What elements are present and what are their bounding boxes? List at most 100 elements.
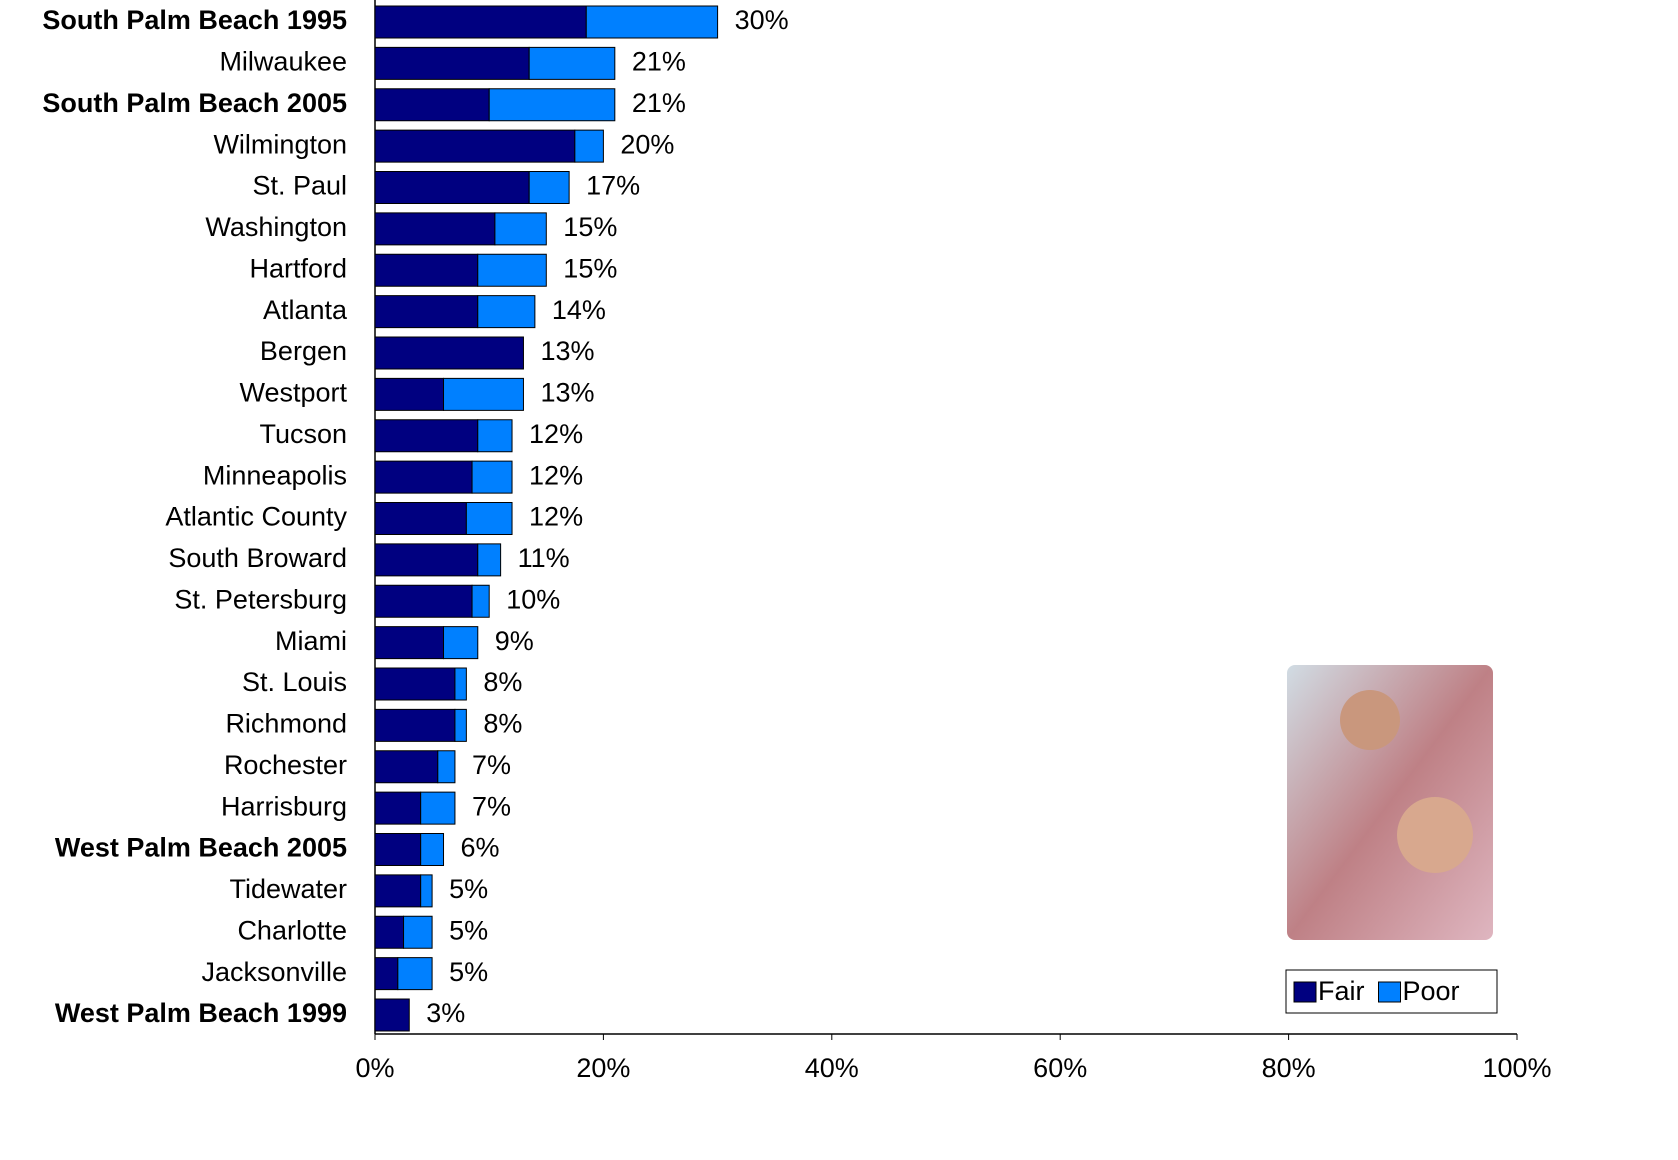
- bar-segment: [528, 171, 570, 204]
- x-tick-label: 40%: [805, 1053, 859, 1083]
- bar-segment: [528, 46, 616, 80]
- y-tick-label: Miami: [275, 626, 347, 656]
- legend-label: Fair: [1318, 976, 1365, 1006]
- bar-segment: [374, 88, 490, 122]
- y-tick-label: Wilmington: [213, 129, 347, 159]
- bar-segment: [374, 791, 422, 825]
- total-label: 14%: [552, 295, 606, 325]
- total-label: 5%: [449, 915, 488, 945]
- y-tick-label: West Palm Beach 2005: [55, 833, 347, 863]
- total-label: 17%: [586, 171, 640, 201]
- bar-segment: [374, 336, 524, 370]
- total-label: 7%: [472, 750, 511, 780]
- total-label: 3%: [426, 998, 465, 1028]
- y-tick-label: Richmond: [225, 709, 347, 739]
- bar-segment: [374, 212, 496, 246]
- y-tick-label: Westport: [239, 378, 347, 408]
- bar-segment: [574, 129, 604, 163]
- bar-segment: [374, 419, 479, 453]
- y-tick-label: West Palm Beach 1999: [55, 998, 347, 1028]
- bar-segment: [374, 46, 530, 80]
- x-tick-label: 60%: [1033, 1053, 1087, 1083]
- total-label: 8%: [483, 709, 522, 739]
- total-label: 15%: [563, 253, 617, 283]
- total-label: 10%: [506, 584, 560, 614]
- y-tick-label: Rochester: [224, 750, 347, 780]
- bar-segment: [374, 460, 473, 494]
- bar-segment: [374, 874, 422, 908]
- y-tick-label: Hartford: [249, 253, 347, 283]
- bar-segment: [420, 791, 456, 825]
- bar-segment: [374, 626, 445, 660]
- total-label: 7%: [472, 791, 511, 821]
- total-label: 12%: [529, 460, 583, 490]
- y-tick-label: Atlanta: [263, 295, 348, 325]
- bar-segment: [585, 5, 719, 39]
- bar-segment: [465, 502, 513, 535]
- y-tick-label: St. Louis: [242, 667, 347, 697]
- bar-segment: [477, 543, 502, 577]
- bar-segment: [488, 88, 616, 122]
- total-label: 21%: [632, 88, 686, 118]
- y-tick-label: South Broward: [168, 543, 347, 573]
- bar-segment: [374, 543, 479, 577]
- bar-segment: [403, 915, 433, 949]
- bar-segment: [471, 460, 513, 494]
- bar-segment: [374, 750, 439, 784]
- y-tick-label: Minneapolis: [203, 460, 347, 490]
- bar-segment: [437, 750, 456, 784]
- bar-segment: [443, 377, 524, 411]
- bar-segment: [477, 253, 547, 287]
- total-label: 13%: [540, 378, 594, 408]
- y-tick-label: Harrisburg: [221, 791, 347, 821]
- x-tick-label: 20%: [576, 1053, 630, 1083]
- total-label: 30%: [735, 5, 789, 35]
- y-tick-label: Bergen: [260, 336, 347, 366]
- bar-segment: [374, 584, 473, 618]
- bar-segment: [454, 708, 467, 742]
- total-label: 8%: [483, 667, 522, 697]
- y-tick-label: Washington: [205, 212, 347, 242]
- bar-segment: [374, 957, 399, 991]
- bar-segment: [374, 129, 576, 163]
- bar-segment: [477, 295, 536, 329]
- y-tick-label: Milwaukee: [219, 47, 347, 77]
- legend-swatch: [1378, 981, 1401, 1003]
- bar-segment: [374, 171, 530, 204]
- bar-segment: [374, 667, 456, 701]
- bar-segment: [374, 708, 456, 742]
- legend-label: Poor: [1403, 976, 1460, 1006]
- y-tick-label: St. Petersburg: [174, 584, 347, 614]
- bar-segment: [374, 833, 422, 866]
- bar-segment: [374, 998, 410, 1032]
- y-tick-label: Jacksonville: [201, 957, 347, 987]
- total-label: 13%: [540, 336, 594, 366]
- x-tick-label: 80%: [1262, 1053, 1316, 1083]
- bar-segment: [374, 295, 479, 329]
- bar-segment: [397, 957, 433, 991]
- x-tick-label: 0%: [355, 1053, 394, 1083]
- y-tick-label: Tucson: [259, 419, 347, 449]
- bar-segment: [374, 5, 587, 39]
- total-label: 12%: [529, 502, 583, 532]
- y-tick-label: Charlotte: [237, 915, 347, 945]
- bar-segment: [443, 626, 479, 660]
- total-label: 5%: [449, 957, 488, 987]
- bar-segment: [420, 833, 445, 866]
- bar-segment: [471, 584, 490, 618]
- y-tick-label: Atlantic County: [165, 502, 347, 532]
- y-tick-label: South Palm Beach 1995: [42, 5, 347, 35]
- total-label: 20%: [620, 129, 674, 159]
- bar-segment: [420, 874, 433, 908]
- bar-segment: [477, 419, 513, 453]
- bar-segment: [374, 915, 405, 949]
- photo-face: [1340, 690, 1400, 750]
- bar-segment: [494, 212, 547, 246]
- bar-segment: [374, 377, 445, 411]
- bar-segment: [374, 253, 479, 287]
- y-tick-label: St. Paul: [252, 171, 347, 201]
- photo-face: [1397, 797, 1473, 873]
- total-label: 21%: [632, 47, 686, 77]
- y-tick-label: South Palm Beach 2005: [42, 88, 347, 118]
